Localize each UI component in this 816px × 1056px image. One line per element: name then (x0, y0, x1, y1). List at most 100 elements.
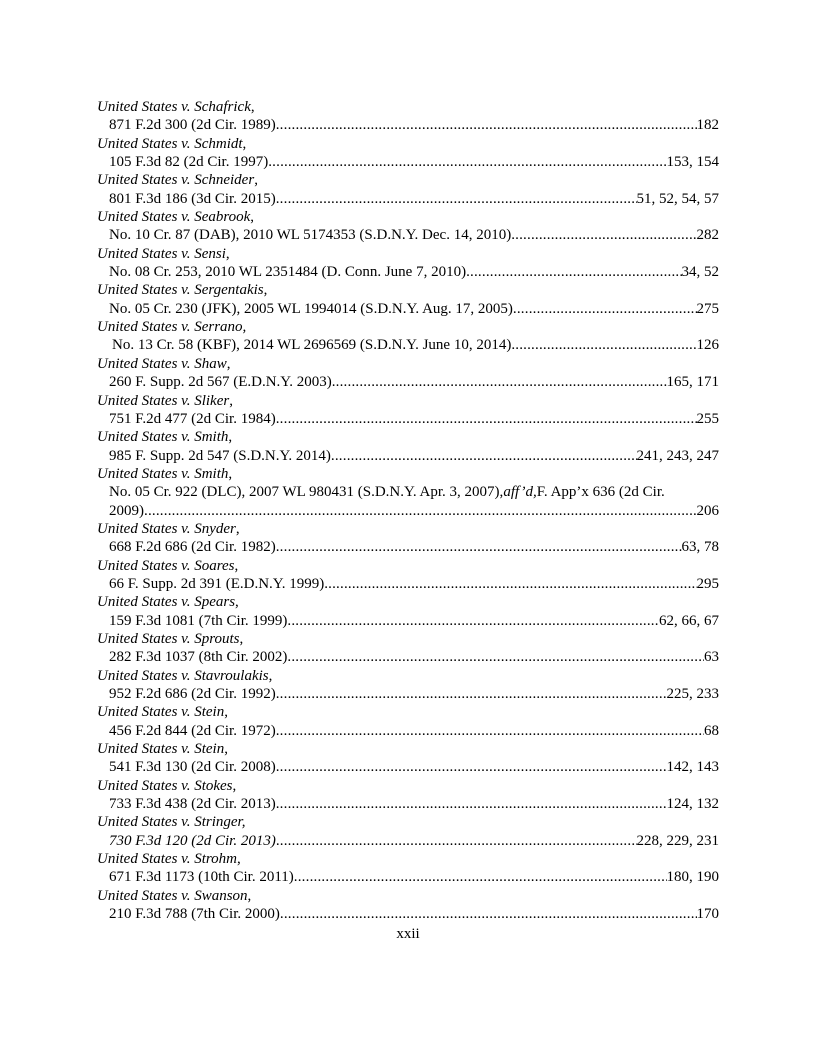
citation-line: 733 F.3d 438 (2d Cir. 2013) 124, 132 (97, 795, 719, 813)
authority-entry: United States v. Schneider, 801 F.3d 186 … (97, 171, 719, 208)
page-references: 142, 143 (666, 759, 720, 776)
citation-text: 210 F.3d 788 (7th Cir. 2000) (109, 906, 280, 923)
case-title-line: United States v. Sensi, (97, 245, 719, 263)
page-references: 51, 52, 54, 57 (636, 190, 720, 207)
case-title-line: United States v. Stein, (97, 703, 719, 721)
comma: , (250, 99, 255, 115)
citation-line: 105 F.3d 82 (2d Cir. 1997) 153, 154 (97, 153, 719, 171)
comma: , (224, 704, 228, 721)
authority-entry: United States v. Strohm, 671 F.3d 1173 (1… (97, 850, 719, 887)
case-name: United States v. Swanson (97, 887, 248, 904)
page-references: 282 (696, 227, 720, 244)
page-references: 255 (696, 410, 720, 427)
dot-leader (280, 905, 697, 923)
citation-text: No. 05 Cr. 230 (JFK), 2005 WL 1994014 (S… (109, 300, 513, 317)
case-title-line: United States v. Swanson, (97, 887, 719, 905)
citation-line: 210 F.3d 788 (7th Cir. 2000) 170 (97, 905, 719, 923)
citation-text: 2009) (109, 502, 144, 519)
comma: , (236, 851, 241, 868)
authority-entry: United States v. Sensi, No. 08 Cr. 253, 2… (97, 245, 719, 282)
dot-leader (276, 538, 682, 556)
citation-text: 282 F.3d 1037 (8th Cir. 2002) (109, 649, 288, 666)
citation-text: No. 05 Cr. 922 (DLC), 2007 WL 980431 (S.… (109, 484, 504, 501)
citation-line: 952 F.2d 686 (2d Cir. 1992) 225, 233 (97, 685, 719, 703)
page-references: 170 (696, 906, 720, 923)
dot-leader (324, 575, 696, 593)
dot-leader (276, 758, 667, 776)
case-title-line: United States v. Shaw, (97, 355, 719, 373)
case-title-line: United States v. Schafrick, (97, 98, 719, 116)
citation-text: 541 F.3d 130 (2d Cir. 2008) (109, 759, 276, 776)
case-title-line: United States v. Smith, (97, 428, 719, 446)
authority-entry: United States v. Stavroulakis, 952 F.2d 6… (97, 667, 719, 704)
citation-line: 751 F.2d 477 (2d Cir. 1984) 255 (97, 410, 719, 428)
citation-text: 751 F.2d 477 (2d Cir. 1984) (109, 410, 276, 427)
dot-leader (287, 612, 659, 630)
dot-leader (287, 648, 704, 666)
case-title-line: United States v. Smith, (97, 465, 719, 483)
case-name: United States v. Sliker (97, 392, 230, 409)
case-title-line: United States v. Snyder, (97, 520, 719, 538)
dot-leader (276, 410, 697, 428)
page-number: xxii (396, 926, 420, 942)
citation-text: 801 F.3d 186 (3d Cir. 2015) (109, 190, 276, 207)
case-title-line: United States v. Seabrook, (97, 208, 719, 226)
authority-entry: United States v. Shaw, 260 F. Supp. 2d 56… (97, 355, 719, 392)
case-name: United States v. Stokes (97, 777, 233, 794)
dot-leader (276, 795, 667, 813)
comma: , (263, 282, 268, 299)
page-references: 275 (696, 300, 720, 317)
page-references: 206 (696, 502, 720, 519)
comma: , (242, 319, 247, 336)
comma: , (254, 172, 258, 189)
case-name: United States v. Strohm (97, 851, 237, 868)
case-name: United States v. Spears (97, 594, 236, 611)
authority-entry: United States v. Smith, No. 05 Cr. 922 (D… (97, 465, 719, 520)
authority-entry: United States v. Spears, 159 F.3d 1081 (7… (97, 593, 719, 630)
case-name: United States v. Snyder (97, 520, 236, 537)
page-references: 228, 229, 231 (636, 832, 720, 849)
citation-line: 260 F. Supp. 2d 567 (E.D.N.Y. 2003) 165, … (97, 373, 719, 391)
dot-leader (268, 153, 666, 171)
case-name: United States v. Sensi (97, 245, 226, 262)
authority-entry: United States v. Stein, 541 F.3d 130 (2d … (97, 740, 719, 777)
page-references: 180, 190 (666, 869, 720, 886)
dot-leader (466, 263, 681, 281)
case-title-line: United States v. Spears, (97, 593, 719, 611)
case-name: United States v. Serrano (97, 319, 243, 336)
comma: , (242, 135, 247, 152)
comma: , (268, 667, 273, 684)
case-title-line: United States v. Serrano, (97, 318, 719, 336)
comma: , (235, 594, 239, 611)
case-title-line: United States v. Soares, (97, 557, 719, 575)
case-name: United States v. Shaw (97, 355, 227, 372)
case-name: United States v. Seabrook (97, 209, 251, 226)
comma: , (228, 429, 233, 446)
authority-entry: United States v. Snyder, 668 F.2d 686 (2d… (97, 520, 719, 557)
citation-line: No. 08 Cr. 253, 2010 WL 2351484 (D. Conn… (97, 263, 719, 281)
case-name: United States v. Schneider (97, 172, 255, 189)
authority-entry: United States v. Serrano, No. 13 Cr. 58 (… (97, 318, 719, 355)
citation-text: F. App’x 636 (2d Cir. (536, 484, 665, 501)
case-name: United States v. Sergentakis (97, 282, 264, 299)
citation-line: No. 13 Cr. 58 (KBF), 2014 WL 2696569 (S.… (97, 336, 719, 354)
case-name: United States v. Schmidt (97, 135, 243, 152)
case-name: United States v. Soares (97, 557, 235, 574)
dot-leader (276, 832, 637, 850)
dot-leader (276, 190, 637, 208)
case-name: United States v. Smith (97, 429, 229, 446)
dot-leader (276, 722, 704, 740)
case-title-line: United States v. Stavroulakis, (97, 667, 719, 685)
case-name: United States v. Schafrick (97, 99, 251, 115)
case-title-line: United States v. Schmidt, (97, 135, 719, 153)
citation-text: 952 F.2d 686 (2d Cir. 1992) (109, 686, 276, 702)
page-references: 182 (696, 117, 720, 134)
dot-leader (276, 116, 697, 134)
authority-entry: United States v. Schafrick, 871 F.2d 300 … (97, 98, 719, 135)
authority-entry: United States v. Sliker, 751 F.2d 477 (2d… (97, 392, 719, 429)
case-name: United States v. Stein (97, 741, 225, 758)
citation-line: No. 10 Cr. 87 (DAB), 2010 WL 5174353 (S.… (97, 226, 719, 244)
case-title-line: United States v. Sergentakis, (97, 281, 719, 299)
citation-text: 871 F.2d 300 (2d Cir. 1989) (109, 117, 276, 134)
case-title-line: United States v. Schneider, (97, 171, 719, 189)
